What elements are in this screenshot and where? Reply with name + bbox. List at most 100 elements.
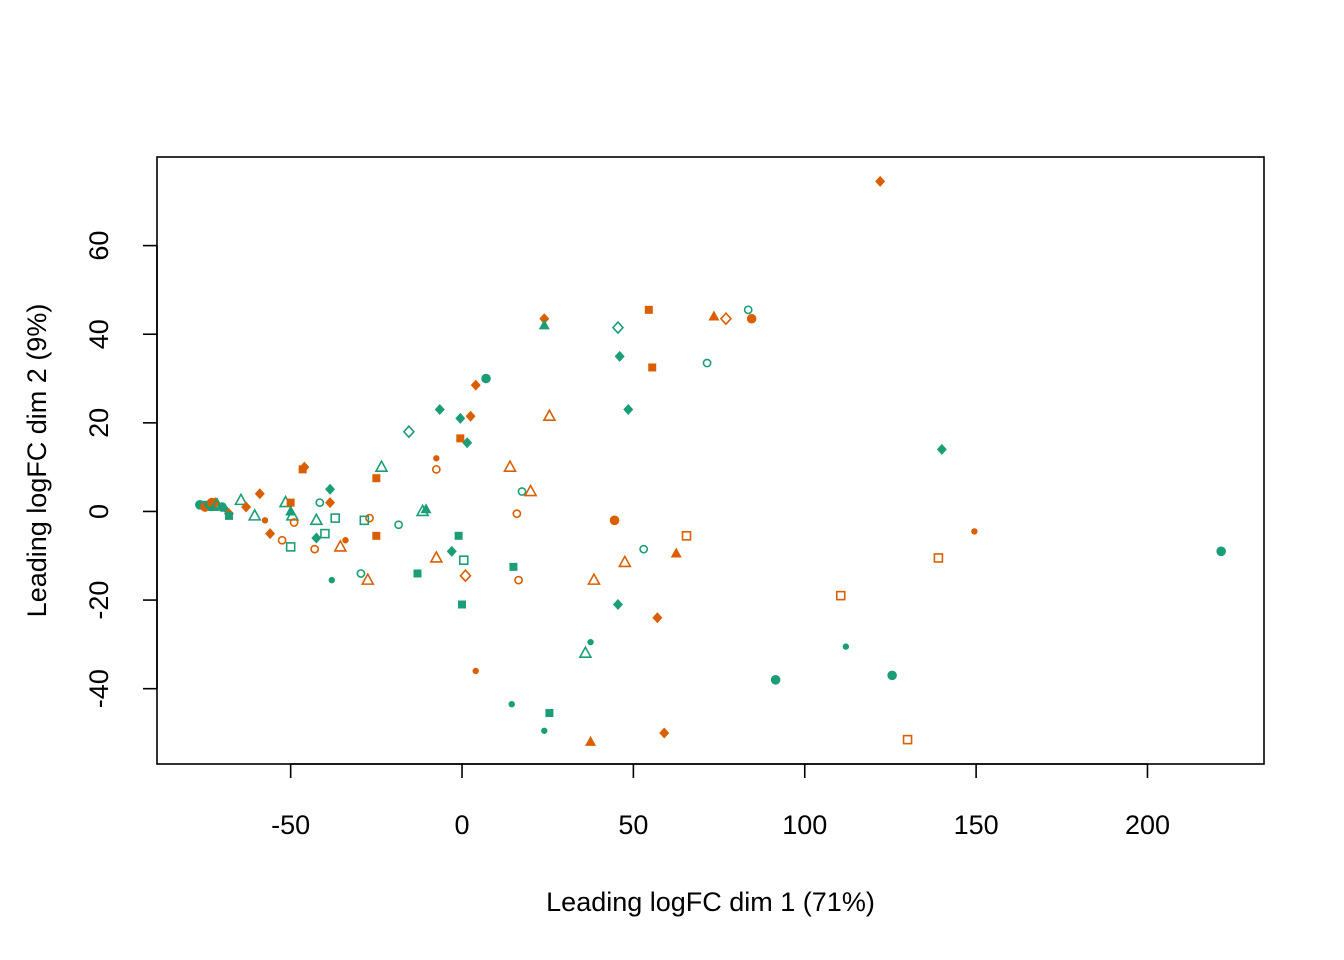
data-point <box>455 412 466 424</box>
data-point <box>446 545 457 557</box>
data-point <box>459 569 472 583</box>
data-point <box>611 320 625 335</box>
data-point <box>247 508 262 521</box>
data-point <box>456 434 465 443</box>
data-point <box>503 459 517 472</box>
data-point <box>538 319 550 330</box>
data-point <box>234 492 248 506</box>
y-tick-label: 60 <box>84 231 114 261</box>
data-point <box>670 547 682 558</box>
data-point <box>659 727 670 739</box>
data-point <box>372 474 381 483</box>
x-axis-label: Leading logFC dim 1 (71%) <box>546 887 875 917</box>
data-point <box>644 305 653 314</box>
data-point <box>545 709 554 718</box>
data-point <box>265 528 276 540</box>
data-point <box>509 562 518 571</box>
data-point <box>708 310 720 321</box>
data-point <box>374 459 389 472</box>
data-point <box>286 498 295 507</box>
data-point <box>359 515 370 526</box>
data-point <box>298 465 307 474</box>
y-tick-label: 0 <box>84 504 114 519</box>
data-point <box>508 700 515 708</box>
data-point <box>310 544 320 554</box>
data-point <box>356 569 366 578</box>
data-point <box>587 572 601 585</box>
data-point <box>330 513 341 523</box>
y-tick-label: 40 <box>84 319 114 349</box>
data-point <box>325 483 336 495</box>
y-axis-label: Leading logFC dim 2 (9%) <box>22 304 52 618</box>
data-point <box>320 528 330 539</box>
data-point <box>743 305 753 315</box>
data-point <box>277 535 287 545</box>
x-tick-label: 200 <box>1125 810 1170 840</box>
data-point <box>587 638 594 646</box>
x-axis: -50 0 50 100 150 200 <box>271 763 1170 840</box>
data-point <box>431 464 441 474</box>
data-point <box>458 600 467 609</box>
y-tick-label: 20 <box>84 408 114 438</box>
data-point <box>372 531 381 540</box>
data-point <box>578 645 593 659</box>
data-point <box>470 379 481 391</box>
data-point <box>614 350 625 362</box>
data-point <box>617 554 632 568</box>
data-point <box>241 501 252 513</box>
data-point <box>639 544 649 554</box>
data-point <box>652 612 663 624</box>
data-points <box>195 175 1226 746</box>
data-point <box>458 555 469 565</box>
data-point <box>523 483 538 497</box>
data-point <box>719 312 733 326</box>
x-tick-label: 150 <box>954 810 999 840</box>
data-point <box>254 488 265 500</box>
data-point <box>612 598 623 610</box>
data-point <box>325 497 336 509</box>
data-point <box>472 667 479 675</box>
data-point <box>481 373 491 384</box>
data-point <box>514 575 523 585</box>
data-point <box>835 590 846 601</box>
data-point <box>311 532 322 544</box>
data-point <box>1216 546 1226 557</box>
y-axis: -40 -20 0 20 40 60 <box>84 231 158 708</box>
data-point <box>224 511 233 520</box>
data-point <box>462 437 473 449</box>
data-point <box>328 576 335 584</box>
data-point <box>420 503 432 514</box>
data-point <box>542 408 557 421</box>
data-point <box>517 487 527 496</box>
data-point <box>413 569 422 578</box>
data-point <box>285 542 296 552</box>
x-tick-label: 100 <box>782 810 827 840</box>
data-point <box>465 410 476 422</box>
data-point <box>936 443 947 455</box>
data-point <box>365 513 374 523</box>
data-point <box>585 735 597 746</box>
data-point <box>309 512 324 526</box>
data-point <box>333 539 348 552</box>
data-point <box>887 670 897 681</box>
data-point <box>342 537 349 544</box>
data-point <box>415 503 430 517</box>
y-tick-label: -20 <box>84 581 114 620</box>
plot-frame <box>156 156 1265 765</box>
data-point <box>261 517 269 524</box>
y-tick-label: -40 <box>84 669 114 708</box>
data-point <box>394 520 404 530</box>
data-point <box>746 313 757 324</box>
data-point <box>681 531 692 541</box>
data-point <box>512 509 522 519</box>
data-point <box>454 531 463 540</box>
data-point <box>429 550 444 563</box>
data-point <box>433 455 440 462</box>
x-tick-label: 0 <box>455 810 470 840</box>
data-point <box>541 727 548 734</box>
data-point <box>360 572 375 585</box>
data-point <box>875 175 886 187</box>
data-point <box>902 734 913 745</box>
data-point <box>289 518 299 527</box>
x-tick-label: -50 <box>271 810 310 840</box>
